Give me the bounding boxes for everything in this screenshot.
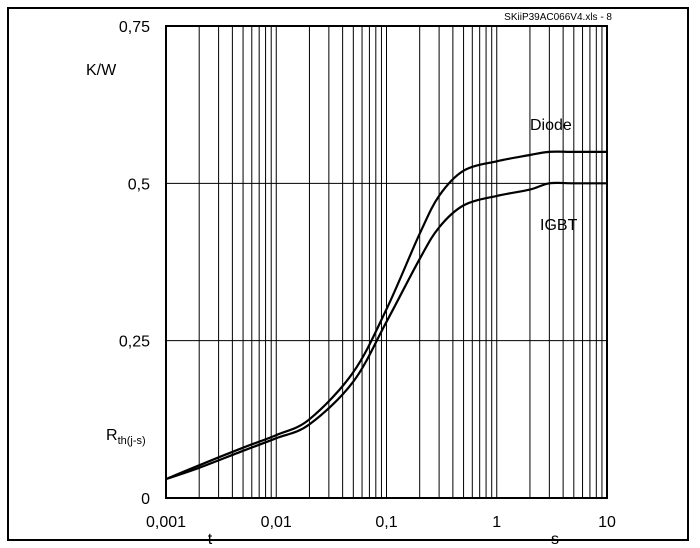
x-tick-label: 1 [492,514,501,531]
grid [165,25,607,499]
series-line-diode [165,150,607,481]
y-tick-label: 0,75 [119,19,150,36]
x-tick-label: 0,1 [375,514,397,531]
chart-labels: 0 0,25 0,5 0,75 0,001 0,01 0,1 1 10 [119,19,616,531]
x-axis-label-t: t [208,531,213,548]
y-tick-label: 0,25 [119,334,150,351]
y-axis-label: Rth(j-s) [106,427,146,447]
y-axis-label-main: R [106,427,118,444]
y-tick-label: 0,5 [128,176,150,193]
file-label: SKiiP39AC066V4.xls - 8 [504,12,612,23]
chart-frame [7,7,689,541]
series-line-igbt [165,181,607,481]
legend-diode: Diode [530,117,572,134]
plot-area-border [165,25,608,499]
y-axis-label-sub: th(j-s) [118,435,146,447]
series-lines [165,150,607,481]
x-tick-label: 0,001 [146,514,186,531]
x-tick-label: 10 [598,514,616,531]
x-axis-unit: s [551,531,559,548]
x-tick-label: 0,01 [261,514,292,531]
y-axis-unit: K/W [86,62,117,79]
y-tick-label: 0 [141,491,150,508]
legend-igbt: IGBT [540,217,578,234]
